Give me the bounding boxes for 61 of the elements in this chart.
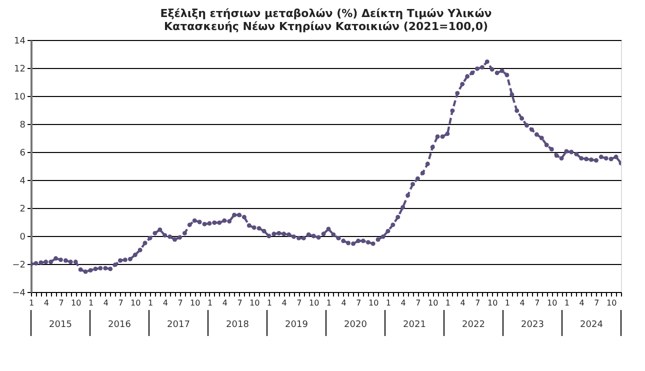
x-tick-label: 4	[341, 298, 346, 308]
x-tick-label: 7	[416, 298, 421, 308]
y-tick-label: 0	[20, 232, 26, 242]
x-tick-label: 1	[445, 298, 451, 308]
x-tick-label: 1	[88, 298, 94, 308]
x-tick-label: 10	[368, 298, 379, 308]
x-tick-label: 1	[326, 298, 332, 308]
x-tick-label: 10	[309, 298, 320, 308]
x-tick-label: 1	[207, 298, 213, 308]
x-tick-label: 4	[460, 298, 466, 308]
y-tick-label: 8	[20, 120, 26, 130]
x-tick-label: 1	[386, 298, 392, 308]
y-tick-label: 4	[20, 176, 26, 186]
y-tick-label: 10	[14, 92, 26, 102]
x-tick-label: 7	[475, 298, 480, 308]
x-tick-label: 4	[520, 298, 525, 308]
text: 2024	[580, 320, 604, 330]
x-tick-label: 4	[579, 298, 584, 308]
x-tick-label: 10	[606, 298, 617, 308]
text: 2017	[167, 320, 190, 330]
chart-title: Εξέλιξη ετήσιων μεταβολών (%) Δείκτη Τιμών Υλικών Κατασκευής Νέων Κτηρίων Κατοικιών (2021=100,0)	[160, 7, 492, 33]
x-tick-label: 1	[504, 298, 510, 308]
x-tick-label: 7	[594, 298, 600, 308]
y-tick-label: −4	[12, 288, 26, 298]
x-tick-label: 10	[488, 298, 498, 308]
x-tick-label: 4	[162, 298, 168, 308]
y-tick-label: 14	[14, 36, 26, 46]
x-tick-label: 7	[534, 298, 540, 308]
x-tick-label: 7	[118, 298, 124, 308]
x-tick-label: 4	[400, 298, 406, 308]
y-tick-label: 12	[14, 64, 26, 74]
x-tick-label: 4	[44, 298, 49, 308]
text: 2015	[49, 320, 72, 330]
x-tick-label: 4	[222, 298, 228, 308]
x-tick-label: 10	[130, 298, 141, 308]
x-tick-label: 4	[103, 298, 108, 308]
x-tick-label: 7	[178, 298, 183, 308]
y-tick-label: 6	[20, 148, 26, 158]
y-tick-label: 2	[20, 204, 26, 214]
text: 2020	[344, 320, 368, 330]
x-tick-label: 1	[148, 298, 154, 308]
text: 2018	[226, 320, 250, 330]
y-tick-label: −2	[12, 260, 26, 270]
x-tick-label: 1	[28, 298, 34, 308]
text: 2016	[108, 320, 132, 330]
x-tick-label: 7	[356, 298, 362, 308]
x-tick-label: 7	[58, 298, 64, 308]
text: 2023	[521, 320, 544, 330]
x-tick-label: 7	[296, 298, 302, 308]
text: 2019	[285, 320, 308, 330]
text: 2021	[403, 320, 426, 330]
x-tick-label: 10	[71, 298, 82, 308]
x-tick-label: 7	[237, 298, 242, 308]
x-tick-label: 1	[266, 298, 272, 308]
x-tick-label: 10	[546, 298, 558, 308]
x-tick-label: 10	[428, 298, 438, 308]
x-tick-label: 10	[190, 298, 200, 308]
x-tick-label: 10	[250, 298, 260, 308]
text: 2022	[462, 320, 485, 330]
x-tick-label: 4	[282, 298, 287, 308]
x-tick-label: 1	[564, 298, 570, 308]
